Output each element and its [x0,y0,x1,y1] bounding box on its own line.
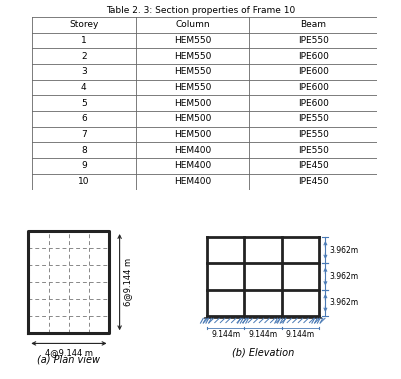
Text: HEM550: HEM550 [174,83,211,92]
Text: IPE550: IPE550 [298,114,328,124]
Text: IPE600: IPE600 [298,52,328,61]
Text: Table 2. 3: Section properties of Frame 10: Table 2. 3: Section properties of Frame … [106,6,295,15]
Text: 3.962m: 3.962m [330,298,359,307]
Text: IPE600: IPE600 [298,99,328,108]
Text: 1: 1 [81,36,87,45]
Text: IPE600: IPE600 [298,83,328,92]
Text: (a) Plan view: (a) Plan view [37,354,100,365]
Text: HEM550: HEM550 [174,52,211,61]
Text: HEM400: HEM400 [174,177,211,186]
Text: IPE550: IPE550 [298,36,328,45]
Text: 2: 2 [81,52,87,61]
Text: Storey: Storey [69,20,99,30]
Text: Column: Column [175,20,210,30]
Text: 4@9.144 m: 4@9.144 m [45,349,93,357]
Text: 3: 3 [81,67,87,77]
Text: HEM400: HEM400 [174,161,211,171]
Text: IPE550: IPE550 [298,146,328,155]
Text: 9.144m: 9.144m [211,330,241,339]
Text: HEM500: HEM500 [174,99,211,108]
Text: 8: 8 [81,146,87,155]
Text: HEM550: HEM550 [174,67,211,77]
Text: IPE450: IPE450 [298,161,328,171]
Text: 4: 4 [81,83,87,92]
Text: 3.962m: 3.962m [330,246,359,255]
Text: 6: 6 [81,114,87,124]
Text: IPE450: IPE450 [298,177,328,186]
Text: 10: 10 [78,177,89,186]
Text: 9.144m: 9.144m [249,330,277,339]
Text: 7: 7 [81,130,87,139]
Text: IPE600: IPE600 [298,67,328,77]
Text: 3.962m: 3.962m [330,272,359,281]
Text: IPE550: IPE550 [298,130,328,139]
Text: HEM500: HEM500 [174,130,211,139]
Text: 9: 9 [81,161,87,171]
Text: Beam: Beam [300,20,326,30]
Text: HEM400: HEM400 [174,146,211,155]
Text: (b) Elevation: (b) Elevation [232,348,294,358]
Text: HEM500: HEM500 [174,114,211,124]
Text: 6@9.144 m: 6@9.144 m [123,258,132,306]
Text: 5: 5 [81,99,87,108]
Text: HEM550: HEM550 [174,36,211,45]
Text: 9.144m: 9.144m [286,330,315,339]
